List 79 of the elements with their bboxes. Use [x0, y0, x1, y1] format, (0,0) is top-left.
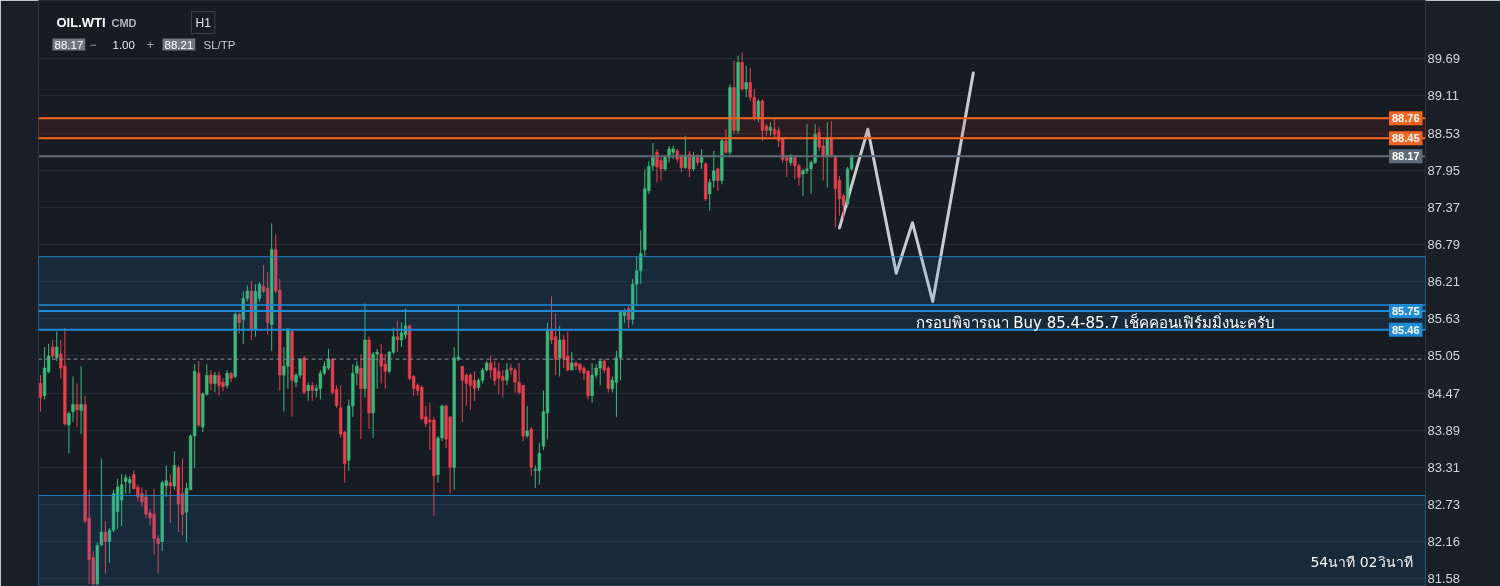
candlestick [691, 151, 696, 172]
candlestick [825, 121, 829, 189]
candlestick [209, 369, 213, 392]
candlestick [55, 331, 59, 362]
ref-line-label: 85.46 [1391, 323, 1420, 336]
y-tick-label: 85.63 [1427, 311, 1461, 327]
candlestick [505, 362, 509, 386]
candlestick [180, 457, 185, 536]
y-tick-label: 89.69 [1427, 51, 1461, 67]
candlestick [724, 128, 728, 155]
candlestick [590, 362, 594, 404]
candlestick [213, 371, 217, 393]
annotation: H1 [195, 15, 212, 30]
candlestick [513, 367, 517, 393]
annotation: 88.17 [54, 38, 84, 51]
candlestick [359, 353, 363, 440]
candlestick [38, 374, 43, 413]
y-tick-label: 82.16 [1427, 533, 1461, 549]
candlestick [225, 369, 229, 390]
candlestick [468, 372, 473, 411]
annotation: 54นาที 02วินาที [1310, 553, 1413, 570]
candlestick [497, 362, 501, 395]
candlestick [558, 325, 562, 377]
candlestick [683, 135, 687, 170]
annotation: SL/TP [203, 38, 236, 51]
y-tick-label: 81.58 [1427, 570, 1461, 586]
candlestick [326, 348, 331, 371]
annotation: 88.21 [164, 38, 194, 51]
annotation: 1.00 [112, 38, 135, 51]
candlestick [168, 473, 172, 524]
candlestick [379, 343, 383, 384]
annotation: กรอบพิจารณา Buy 85.4-85.7 เช็คคอนเฟิร์มมิ่งนะครับ [915, 311, 1275, 332]
y-tick-label: 87.37 [1427, 199, 1461, 215]
y-tick-label: 86.79 [1427, 237, 1461, 253]
candlestick [525, 405, 529, 439]
candlestick [75, 382, 79, 428]
line-series [837, 71, 975, 304]
candlestick [103, 520, 108, 575]
ref-line-label: 88.45 [1391, 132, 1420, 145]
ref-line-label: 88.76 [1391, 112, 1420, 125]
y-tick-label: 83.31 [1427, 459, 1461, 475]
y-tick-label: 82.73 [1427, 497, 1461, 513]
candlestick [829, 120, 833, 158]
y-tick-label: 83.89 [1427, 422, 1461, 438]
ref-line-label: 85.75 [1391, 305, 1420, 318]
ref-line-label: 88.17 [1391, 150, 1420, 163]
candlestick [655, 148, 659, 183]
y-tick-label: 87.95 [1427, 162, 1461, 178]
candlestick [817, 126, 821, 152]
candlestick [310, 381, 314, 402]
candlestick [120, 473, 124, 527]
text: OIL.WTI [56, 15, 106, 30]
candlestick [553, 313, 558, 376]
candlestick [51, 339, 55, 361]
candlestick [399, 322, 404, 348]
candlestick [744, 65, 748, 98]
y-tick-label: 85.05 [1427, 348, 1461, 364]
candlestick [598, 358, 602, 386]
candlestick [237, 311, 241, 335]
candlestick [460, 365, 464, 423]
candlestick [241, 290, 245, 345]
candlestick [501, 369, 505, 399]
candlestick [403, 308, 408, 340]
candlestick [306, 381, 310, 402]
y-tick-label: 88.53 [1427, 125, 1461, 141]
candlestick [71, 375, 75, 423]
candlestick [217, 370, 221, 397]
candlestick [79, 365, 83, 435]
candlestick [395, 320, 400, 353]
annotation: − [89, 38, 97, 52]
candlestick [756, 98, 760, 123]
candlestick [562, 334, 566, 369]
candlestick [172, 450, 176, 491]
y-tick-label: 86.21 [1427, 274, 1461, 290]
y-tick-label: 89.11 [1427, 88, 1460, 104]
candlestick [318, 369, 322, 400]
annotation: + [146, 37, 155, 52]
y-tick-label: 84.47 [1427, 385, 1461, 401]
annotation: CMD [111, 16, 137, 29]
